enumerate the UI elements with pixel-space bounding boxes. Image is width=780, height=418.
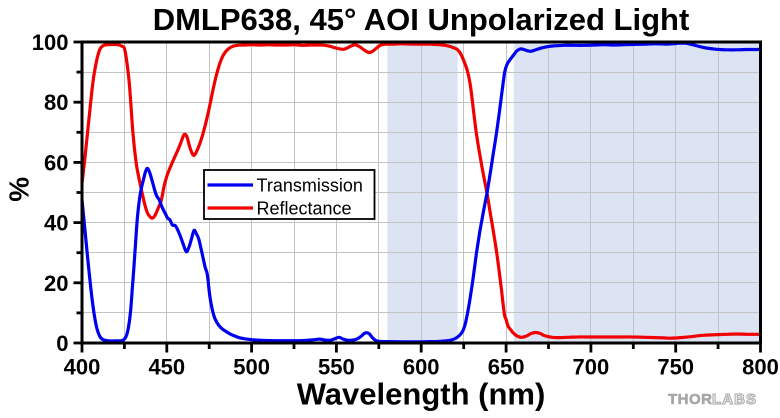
svg-text:20: 20 [44,271,68,296]
svg-text:100: 100 [32,30,69,55]
svg-text:LABS: LABS [712,391,756,408]
svg-text:40: 40 [44,211,68,236]
svg-text:550: 550 [318,355,355,380]
svg-text:Wavelength (nm): Wavelength (nm) [297,377,546,412]
svg-text:800: 800 [742,355,779,380]
svg-text:%: % [4,177,35,202]
svg-text:80: 80 [44,90,68,115]
svg-text:500: 500 [233,355,270,380]
svg-text:600: 600 [403,355,440,380]
svg-text:THOR: THOR [668,391,712,408]
svg-text:Transmission: Transmission [257,176,363,196]
svg-text:DMLP638, 45° AOI Unpolarized L: DMLP638, 45° AOI Unpolarized Light [153,2,690,37]
svg-text:700: 700 [573,355,610,380]
svg-text:750: 750 [657,355,694,380]
svg-text:400: 400 [64,355,101,380]
svg-text:60: 60 [44,150,68,175]
svg-text:450: 450 [148,355,185,380]
svg-text:0: 0 [56,331,68,356]
svg-text:650: 650 [488,355,525,380]
svg-text:Reflectance: Reflectance [257,199,352,219]
